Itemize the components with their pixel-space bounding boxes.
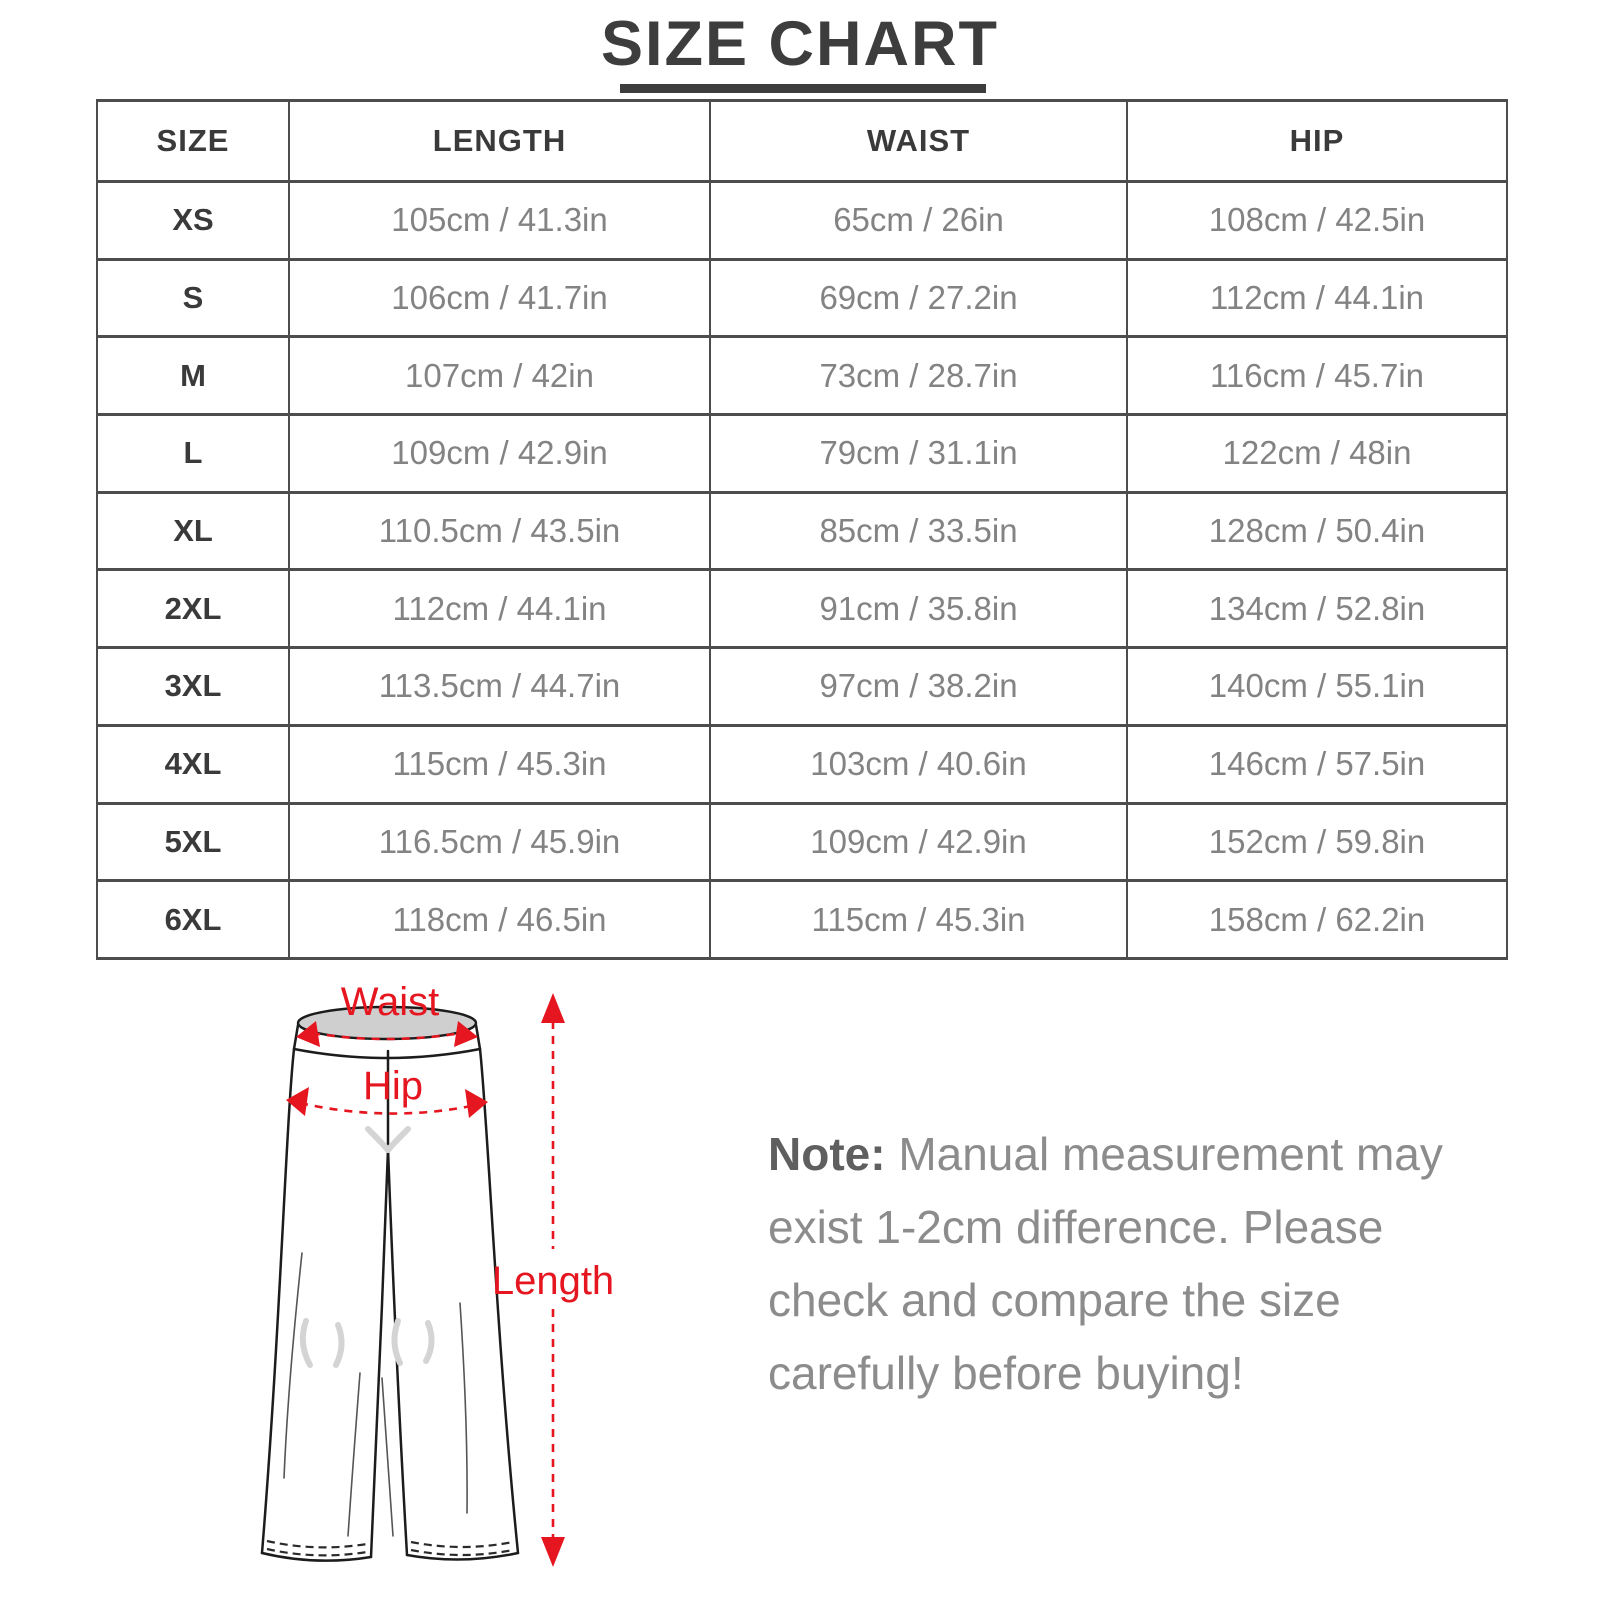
length-arrow-down <box>541 1537 565 1567</box>
left-hem-stitch-row <box>266 1547 368 1557</box>
title-underline <box>620 84 986 93</box>
knee-wrinkle <box>391 1318 403 1366</box>
hip-label: Hip <box>363 1064 423 1108</box>
length-cell: 115cm / 45.3in <box>288 723 711 805</box>
dimension-markers: Waist Hip Length <box>286 980 614 1567</box>
table-row: 5XL 116.5cm / 45.9in 109cm / 42.9in 152c… <box>96 801 1508 883</box>
crease-line <box>459 1302 468 1514</box>
size-cell: M <box>96 335 290 417</box>
length-cell: 118cm / 46.5in <box>288 879 711 960</box>
left-hem-stitch-row <box>266 1539 368 1549</box>
table-row: 4XL 115cm / 45.3in 103cm / 40.6in 146cm … <box>96 723 1508 805</box>
table-row: XL 110.5cm / 43.5in 85cm / 33.5in 128cm … <box>96 490 1508 572</box>
left-hem-line <box>260 1551 373 1562</box>
waist-cell: 115cm / 45.3in <box>709 879 1128 960</box>
waist-cell: 65cm / 26in <box>709 180 1128 261</box>
pants-diagram: Waist Hip Length <box>260 980 614 1567</box>
length-cell: 109cm / 42.9in <box>288 413 711 494</box>
hip-cell: 152cm / 59.8in <box>1126 801 1508 883</box>
size-cell: L <box>96 413 290 494</box>
hip-arrow-right <box>465 1089 488 1118</box>
crotch-wrinkle <box>365 1126 391 1153</box>
size-chart-table: SIZE LENGTH WAIST HIP XS 105cm / 41.3in … <box>96 99 1508 960</box>
crease-detail-lines <box>283 1252 468 1537</box>
hip-cell: 122cm / 48in <box>1126 413 1508 494</box>
crease-line <box>381 1377 394 1537</box>
table-row: 3XL 113.5cm / 44.7in 97cm / 38.2in 140cm… <box>96 646 1508 727</box>
right-hem-line <box>405 1551 520 1561</box>
note-label: Note: <box>768 1128 886 1180</box>
size-cell: S <box>96 257 290 339</box>
size-cell: 2XL <box>96 568 290 650</box>
pants-outline <box>260 1023 520 1562</box>
size-cell: 6XL <box>96 879 290 960</box>
size-cell: XS <box>96 180 290 261</box>
waist-arrow-left <box>296 1021 320 1047</box>
right-hem-stitch-row <box>410 1548 514 1557</box>
size-cell: XL <box>96 490 290 572</box>
waist-cell: 79cm / 31.1in <box>709 413 1128 494</box>
size-cell: 5XL <box>96 801 290 883</box>
hip-cell: 158cm / 62.2in <box>1126 879 1508 960</box>
length-arrow-up <box>541 993 565 1023</box>
knee-wrinkle <box>299 1318 313 1368</box>
column-header-hip: HIP <box>1126 99 1508 183</box>
size-cell: 3XL <box>96 646 290 727</box>
hip-cell: 112cm / 44.1in <box>1126 257 1508 339</box>
hip-arrow-left <box>286 1087 309 1116</box>
waist-dimension-line <box>311 1031 463 1041</box>
hip-cell: 134cm / 52.8in <box>1126 568 1508 650</box>
waist-arrow-right <box>454 1021 478 1047</box>
column-header-length: LENGTH <box>288 99 711 183</box>
size-cell: 4XL <box>96 723 290 805</box>
length-cell: 110.5cm / 43.5in <box>288 490 711 572</box>
crease-line <box>347 1372 361 1537</box>
length-cell: 105cm / 41.3in <box>288 180 711 261</box>
length-cell: 106cm / 41.7in <box>288 257 711 339</box>
hem-stitching <box>266 1539 514 1557</box>
left-leg-outer-line <box>260 1047 296 1555</box>
right-hem-stitch-row <box>410 1540 514 1549</box>
hip-cell: 116cm / 45.7in <box>1126 335 1508 417</box>
length-cell: 113.5cm / 44.7in <box>288 646 711 727</box>
hip-cell: 146cm / 57.5in <box>1126 723 1508 805</box>
table-row: XS 105cm / 41.3in 65cm / 26in 108cm / 42… <box>96 180 1508 261</box>
table-row: M 107cm / 42in 73cm / 28.7in 116cm / 45.… <box>96 335 1508 417</box>
measurement-note: Note: Manual measurement may exist 1-2cm… <box>768 1118 1488 1410</box>
table-row: 6XL 118cm / 46.5in 115cm / 45.3in 158cm … <box>96 879 1508 960</box>
hip-cell: 128cm / 50.4in <box>1126 490 1508 572</box>
hip-dimension-line <box>299 1101 477 1115</box>
table-row: L 109cm / 42.9in 79cm / 31.1in 122cm / 4… <box>96 413 1508 494</box>
crotch-wrinkle <box>385 1126 411 1153</box>
waist-cell: 73cm / 28.7in <box>709 335 1128 417</box>
length-cell: 112cm / 44.1in <box>288 568 711 650</box>
dimension-lines <box>299 1021 555 1539</box>
hip-cell: 140cm / 55.1in <box>1126 646 1508 727</box>
crease-line <box>283 1252 303 1479</box>
waist-cell: 85cm / 33.5in <box>709 490 1128 572</box>
waist-cell: 109cm / 42.9in <box>709 801 1128 883</box>
hip-cell: 108cm / 42.5in <box>1126 180 1508 261</box>
fabric-wrinkles <box>299 1126 435 1368</box>
waist-cell: 91cm / 35.8in <box>709 568 1128 650</box>
waist-label: Waist <box>341 980 440 1024</box>
left-inseam-line <box>369 1147 390 1559</box>
waist-cell: 103cm / 40.6in <box>709 723 1128 805</box>
column-header-waist: WAIST <box>709 99 1128 183</box>
knee-wrinkle <box>333 1322 345 1368</box>
page-title: SIZE CHART <box>601 9 999 79</box>
waist-cell: 97cm / 38.2in <box>709 646 1128 727</box>
table-row: S 106cm / 41.7in 69cm / 27.2in 112cm / 4… <box>96 257 1508 339</box>
length-cell: 107cm / 42in <box>288 335 711 417</box>
column-header-size: SIZE <box>96 99 290 183</box>
waist-cell: 69cm / 27.2in <box>709 257 1128 339</box>
note-text: Manual measurement may exist 1-2cm diffe… <box>768 1128 1443 1399</box>
knee-wrinkle <box>423 1320 435 1364</box>
length-cell: 116.5cm / 45.9in <box>288 801 711 883</box>
table-row: 2XL 112cm / 44.1in 91cm / 35.8in 134cm /… <box>96 568 1508 650</box>
length-label: Length <box>492 1259 614 1303</box>
table-header-row: SIZE LENGTH WAIST HIP <box>96 99 1508 183</box>
right-leg-outer-line <box>478 1047 520 1555</box>
